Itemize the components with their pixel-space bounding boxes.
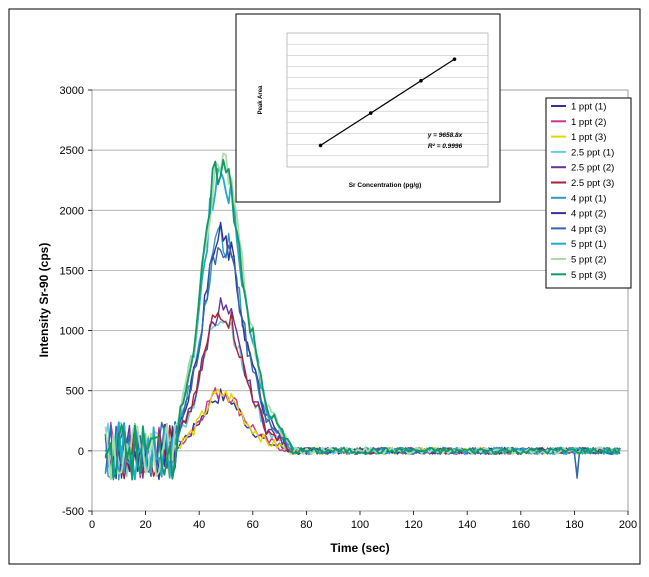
inset-y-axis-label: Peak Area: [258, 85, 264, 114]
inset-fit-line: [320, 58, 455, 146]
y-axis-label: Intensity Sr-90 (cps): [37, 243, 51, 358]
legend-items: 1 ppt (1) 1 ppt (2) 1 ppt (3) 2.5 ppt (1) 2.…: [551, 102, 614, 281]
legend-label: 1 ppt (2): [571, 117, 606, 128]
inset-point: [452, 57, 457, 61]
y-tick-label: 1500: [60, 265, 84, 277]
inset-x-axis-label: Sr Concentration (pg/g): [349, 182, 422, 189]
y-tick-label: 0: [78, 446, 84, 458]
legend-label: 2.5 ppt (2): [571, 163, 614, 174]
legend-label: 5 ppt (1): [571, 239, 606, 250]
x-tick-label: 100: [351, 519, 369, 531]
main-series-lines: [104, 152, 621, 481]
legend-label: 2.5 ppt (3): [571, 178, 614, 189]
x-tick-label: 140: [458, 519, 476, 531]
series-line: [104, 158, 621, 481]
legend-label: 4 ppt (1): [571, 193, 606, 204]
x-tick-label: 0: [89, 519, 95, 531]
legend-label: 5 ppt (2): [571, 255, 606, 266]
x-tick-label: 200: [619, 519, 637, 531]
inset-point: [419, 78, 423, 83]
x-tick-label: 40: [193, 519, 205, 531]
legend: 1 ppt (1) 1 ppt (2) 1 ppt (3) 2.5 ppt (1) 2.…: [545, 97, 632, 289]
legend-label: 4 ppt (3): [571, 224, 606, 235]
inset-equation: y = 9658.8x: [427, 132, 463, 139]
inset-gridlines: [287, 43, 488, 157]
legend-label: 2.5 ppt (1): [571, 147, 614, 158]
x-tick-label: 20: [139, 519, 151, 531]
y-tick-label: 1000: [60, 326, 84, 338]
x-tick-label: 80: [300, 519, 312, 531]
y-tick-label: 500: [66, 386, 84, 398]
x-tick-label: 180: [565, 519, 583, 531]
inset-point: [368, 111, 373, 115]
y-tick-label: -500: [62, 506, 84, 518]
main-y-tick-labels: 3000 2500 2000 1500 1000 500 0 -500: [60, 85, 84, 518]
legend-label: 5 ppt (3): [571, 270, 606, 281]
main-x-tick-labels: 0 20 40 60 80 100 120 140 160 180 200: [89, 519, 637, 531]
inset-marks: [318, 57, 457, 148]
inset-r-squared: R² = 0.9996: [428, 143, 463, 150]
y-tick-label: 2000: [60, 205, 84, 217]
x-axis-label: Time (sec): [330, 541, 389, 555]
legend-label: 1 ppt (3): [571, 132, 606, 143]
x-tick-label: 160: [512, 519, 530, 531]
legend-label: 4 ppt (2): [571, 209, 606, 220]
y-tick-label: 3000: [60, 85, 84, 97]
legend-box: [545, 97, 632, 289]
inset-calibration-chart: Peak Area Sr Concentration (pg/g) y = 96…: [235, 13, 501, 203]
y-tick-label: 2500: [60, 145, 84, 157]
x-tick-label: 120: [404, 519, 422, 531]
x-tick-label: 60: [247, 519, 259, 531]
inset-point: [318, 143, 323, 148]
legend-label: 1 ppt (1): [571, 102, 606, 113]
